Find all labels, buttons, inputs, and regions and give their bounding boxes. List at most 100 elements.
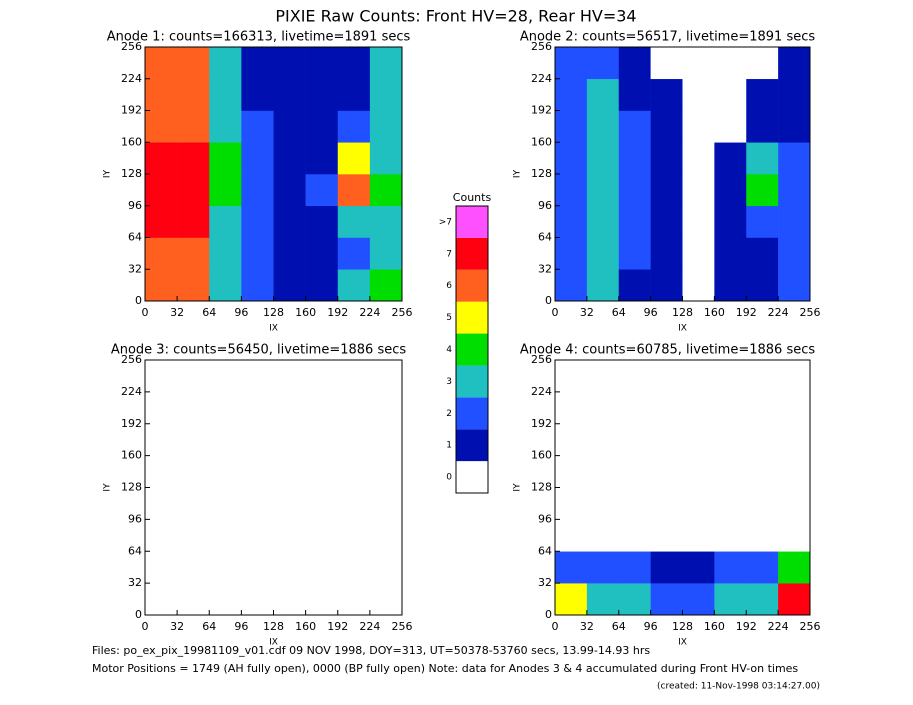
heatmap-cell	[778, 205, 811, 238]
colorbar-segment	[456, 237, 488, 270]
y-tick-label: 96	[538, 512, 552, 525]
x-tick-label: 32	[580, 620, 594, 633]
y-tick-label: 128	[121, 167, 142, 180]
heatmap-cell	[209, 519, 242, 552]
y-tick-label: 224	[121, 385, 142, 398]
heatmap-cell	[714, 269, 747, 302]
y-tick-label: 256	[121, 353, 142, 366]
heatmap-cell	[586, 423, 620, 456]
heatmap-cell	[369, 142, 403, 175]
heatmap-cell	[650, 47, 683, 80]
y-tick-label: 128	[531, 481, 552, 494]
x-tick-label: 160	[295, 620, 316, 633]
heatmap-cell	[369, 455, 403, 488]
x-tick-label: 128	[672, 306, 693, 319]
colorbar-label: 7	[446, 249, 452, 259]
x-tick-label: 224	[768, 620, 789, 633]
heatmap-cell	[369, 269, 403, 302]
colorbar-segment	[456, 269, 488, 302]
heatmap-cell	[682, 269, 715, 302]
y-axis-label: IY	[513, 169, 523, 178]
heatmap-cell	[586, 455, 620, 488]
heatmap-cell	[778, 174, 811, 207]
heatmap-cell	[778, 78, 811, 111]
heatmap-cell	[305, 551, 339, 584]
heatmap-cell	[618, 583, 651, 616]
heatmap-cell	[145, 423, 178, 456]
heatmap-cell	[555, 269, 588, 302]
heatmap-cell	[305, 360, 339, 393]
heatmap-cell	[586, 174, 620, 207]
x-tick-label: 256	[800, 306, 821, 319]
x-tick-label: 128	[263, 306, 284, 319]
heatmap-cell	[682, 360, 715, 393]
colorbar-segment	[456, 301, 488, 334]
heatmap-cell	[209, 174, 242, 207]
heatmap-cell	[586, 551, 620, 584]
heatmap-cell	[682, 205, 715, 238]
x-tick-label: 64	[612, 306, 626, 319]
heatmap-cell	[586, 78, 620, 111]
heatmap-cell	[714, 237, 747, 270]
heatmap-cell	[778, 583, 811, 616]
y-tick-label: 32	[538, 576, 552, 589]
heatmap-cell	[337, 551, 371, 584]
x-tick-label: 0	[142, 620, 149, 633]
x-tick-label: 0	[142, 306, 149, 319]
heatmap-cell	[209, 205, 242, 238]
heatmap-cell	[746, 205, 779, 238]
colorbar-label: 5	[446, 313, 452, 323]
heatmap-cell	[273, 47, 306, 80]
heatmap-cell	[209, 391, 242, 425]
x-tick-label: 32	[170, 620, 184, 633]
colorbar-label: 6	[446, 281, 452, 291]
y-tick-label: 160	[121, 449, 142, 462]
heatmap-cell	[650, 487, 683, 520]
heatmap-cell	[586, 583, 620, 616]
heatmap-cell	[337, 391, 371, 425]
y-tick-label: 192	[531, 104, 552, 117]
heatmap-cell	[209, 237, 242, 270]
heatmap-cell	[241, 237, 274, 270]
heatmap-cell	[369, 47, 403, 80]
heatmap-cell	[369, 487, 403, 520]
heatmap-cell	[650, 269, 683, 302]
heatmap-cell	[650, 205, 683, 238]
heatmap-cell	[714, 174, 747, 207]
heatmap-cell	[778, 142, 811, 175]
heatmap-cell	[273, 142, 306, 175]
heatmap-cell	[650, 519, 683, 552]
heatmap-cell	[177, 487, 210, 520]
heatmap-cell	[618, 519, 651, 552]
x-tick-label: 192	[736, 306, 757, 319]
heatmap-cell	[778, 360, 811, 393]
heatmap-cell	[305, 78, 339, 111]
y-tick-label: 256	[531, 353, 552, 366]
y-tick-label: 160	[531, 449, 552, 462]
heatmap-cell	[682, 487, 715, 520]
y-tick-label: 0	[135, 608, 142, 621]
heatmap-cell	[337, 519, 371, 552]
heatmap-cell	[586, 360, 620, 393]
x-tick-label: 160	[295, 306, 316, 319]
heatmap-cell	[177, 237, 210, 270]
heatmap-cell	[586, 269, 620, 302]
heatmap-cell	[337, 110, 371, 143]
heatmap-cell	[618, 78, 651, 111]
x-tick-label: 192	[327, 306, 348, 319]
colorbar-segment	[456, 333, 488, 366]
colorbar-segment	[456, 429, 488, 462]
heatmap-cell	[177, 391, 210, 425]
x-tick-label: 256	[800, 620, 821, 633]
colorbar-title: Counts	[453, 191, 492, 204]
heatmap-cell	[778, 47, 811, 80]
heatmap-cell	[682, 110, 715, 143]
heatmap-cell	[650, 551, 683, 584]
heatmap-cell	[337, 78, 371, 111]
heatmap-cell	[209, 47, 242, 80]
heatmap-cell	[682, 455, 715, 488]
heatmap-cell	[618, 237, 651, 270]
heatmap-cell	[305, 110, 339, 143]
y-tick-label: 192	[121, 104, 142, 117]
